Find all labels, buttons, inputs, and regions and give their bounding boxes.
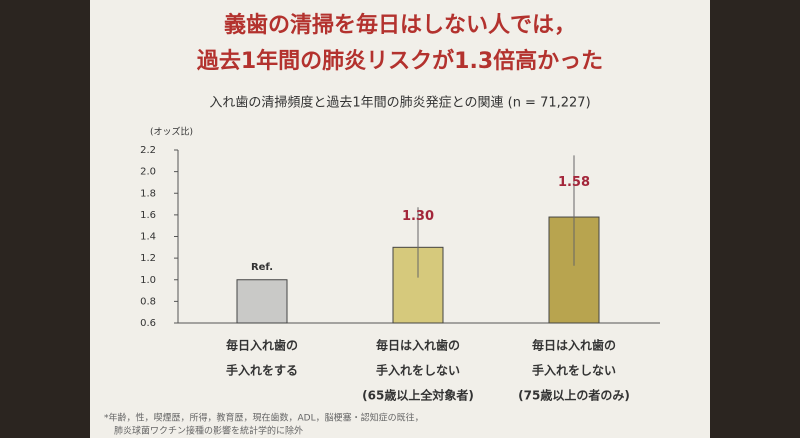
chart-title: 義歯の清掃を毎日はしない人では， bbox=[224, 12, 576, 38]
chart-title: 過去1年間の肺炎リスクが1.3倍高かった bbox=[197, 48, 603, 74]
x-tick-label: 毎日は入れ歯の bbox=[376, 338, 460, 353]
y-tick-label: 1.2 bbox=[140, 253, 156, 264]
footnote: *年齢，性，喫煙歴，所得，教育歴，現在歯数，ADL，脳梗塞・認知症の既往， bbox=[104, 412, 424, 424]
x-tick-label: 毎日は入れ歯の bbox=[532, 338, 616, 353]
x-tick-label: 手入れをする bbox=[226, 363, 298, 378]
y-tick-label: 0.8 bbox=[140, 296, 156, 307]
value-label: 1.30 bbox=[402, 209, 434, 224]
screen bbox=[90, 0, 710, 438]
chart-subtitle: 入れ歯の清掃頻度と過去1年間の肺炎発症との関連 (n = 71,227) bbox=[209, 95, 590, 111]
y-tick-label: 1.0 bbox=[140, 275, 156, 286]
y-tick-label: 2.0 bbox=[140, 167, 156, 178]
footnote: 肺炎球菌ワクチン接種の影響を統計学的に除外 bbox=[114, 425, 303, 437]
x-tick-label: (75歳以上の者のみ) bbox=[518, 388, 630, 403]
value-label: 1.58 bbox=[558, 175, 590, 190]
x-tick-label: (65歳以上全対象者) bbox=[362, 388, 474, 403]
y-tick-label: 1.8 bbox=[140, 188, 156, 199]
y-tick-label: 1.6 bbox=[140, 210, 156, 221]
y-axis-label: (オッズ比) bbox=[150, 126, 193, 138]
y-tick-label: 0.6 bbox=[140, 318, 156, 329]
value-label: Ref. bbox=[251, 262, 273, 273]
y-tick-label: 1.4 bbox=[140, 232, 156, 243]
y-tick-label: 2.2 bbox=[140, 145, 156, 156]
x-tick-label: 手入れをしない bbox=[376, 363, 460, 378]
x-tick-label: 手入れをしない bbox=[532, 363, 616, 378]
x-tick-label: 毎日入れ歯の bbox=[226, 338, 298, 353]
bar bbox=[236, 279, 288, 324]
